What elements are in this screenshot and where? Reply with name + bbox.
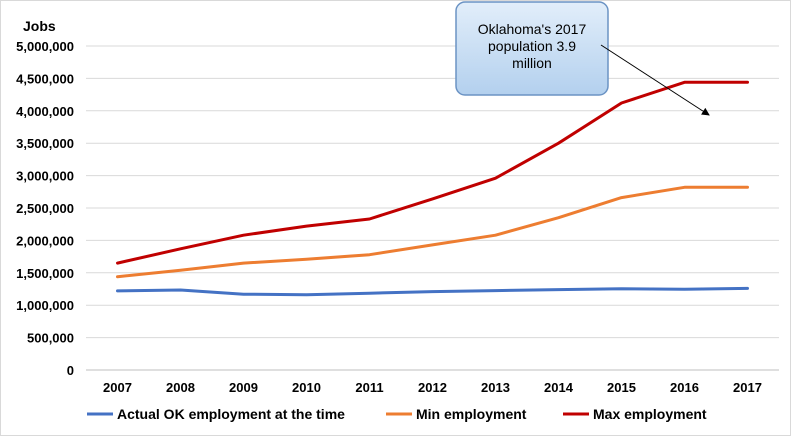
y-tick-label: 4,500,000 bbox=[16, 71, 74, 86]
x-tick-label: 2012 bbox=[418, 380, 447, 395]
x-tick-label: 2011 bbox=[355, 380, 383, 395]
legend: Actual OK employment at the time Min empl… bbox=[87, 406, 707, 422]
callout-text-line: Oklahoma's 2017 bbox=[478, 21, 587, 37]
y-axis-label: Jobs bbox=[23, 18, 56, 34]
x-tick-label: 2007 bbox=[103, 380, 132, 395]
x-tick-label: 2009 bbox=[229, 380, 258, 395]
y-tick-label: 0 bbox=[67, 363, 74, 378]
gridlines bbox=[86, 45, 779, 371]
legend-label: Actual OK employment at the time bbox=[117, 406, 345, 422]
y-tick-label: 3,500,000 bbox=[16, 136, 74, 151]
x-tick-label: 2013 bbox=[481, 380, 510, 395]
callout-text-line: million bbox=[512, 55, 552, 71]
x-axis-ticks: 2007 2008 2009 2010 2011 2012 2013 2014 2015 2016… bbox=[103, 380, 762, 395]
y-tick-label: 1,000,000 bbox=[16, 298, 74, 313]
legend-label: Max employment bbox=[593, 406, 707, 422]
callout-arrow bbox=[600, 44, 710, 116]
x-tick-label: 2008 bbox=[166, 380, 195, 395]
y-tick-label: 1,500,000 bbox=[16, 266, 74, 281]
series-line-min-employment bbox=[116, 185, 749, 279]
x-tick-label: 2010 bbox=[292, 380, 321, 395]
callout-box bbox=[455, 1, 609, 96]
y-axis-ticks: 5,000,000 4,500,000 4,000,000 3,500,000 3,00… bbox=[16, 39, 74, 378]
x-tick-label: 2016 bbox=[670, 380, 699, 395]
legend-label: Min employment bbox=[416, 406, 527, 422]
y-tick-label: 2,500,000 bbox=[16, 201, 74, 216]
series-lines bbox=[116, 80, 749, 297]
series-line-actual-ok-employment-at-the-time bbox=[116, 286, 749, 297]
callout-text-line: population 3.9 bbox=[488, 38, 576, 54]
x-tick-label: 2014 bbox=[544, 380, 574, 395]
y-tick-label: 500,000 bbox=[27, 331, 74, 346]
y-tick-label: 5,000,000 bbox=[16, 39, 74, 54]
y-tick-label: 4,000,000 bbox=[16, 104, 74, 119]
y-tick-label: 2,000,000 bbox=[16, 233, 74, 248]
x-tick-label: 2015 bbox=[607, 380, 636, 395]
x-tick-label: 2017 bbox=[733, 380, 762, 395]
series-line-max-employment bbox=[116, 80, 749, 265]
y-tick-label: 3,000,000 bbox=[16, 169, 74, 184]
